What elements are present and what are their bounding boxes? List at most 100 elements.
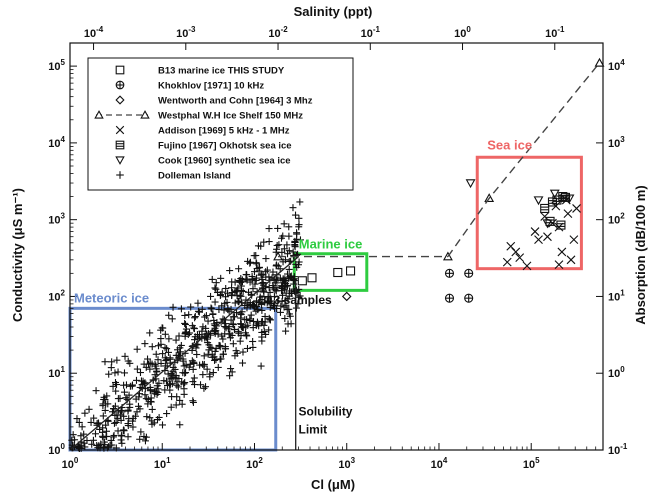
data-point (80, 439, 88, 447)
data-point (116, 411, 124, 419)
data-point (176, 396, 184, 404)
legend-item: Dolleman Island (116, 171, 231, 182)
data-point (283, 241, 291, 249)
data-point (110, 419, 118, 427)
data-point (113, 356, 121, 364)
data-point (116, 394, 124, 402)
x-tick-label: 102 (246, 456, 263, 471)
data-point (103, 392, 111, 400)
data-point (283, 282, 291, 290)
data-point (265, 326, 273, 334)
x-tick-label: 104 (431, 456, 448, 471)
data-point (515, 253, 525, 263)
data-point (112, 387, 120, 395)
data-point (189, 398, 197, 406)
data-point (286, 273, 294, 281)
data-point (111, 369, 119, 377)
data-point (120, 369, 128, 377)
data-point (554, 260, 564, 269)
data-point (230, 325, 238, 333)
right-tick-label: 103 (608, 135, 625, 150)
data-point (270, 293, 278, 301)
data-point (159, 421, 167, 429)
data-point (297, 276, 307, 286)
sea-ice-box (475, 155, 583, 271)
data-point (175, 332, 183, 340)
data-point (151, 387, 159, 395)
data-point (173, 356, 181, 364)
legend-marker (94, 110, 104, 119)
data-point (226, 372, 234, 380)
data-point (203, 365, 211, 373)
data-point (250, 304, 258, 312)
data-point (71, 436, 79, 444)
data-point (198, 305, 206, 313)
data-point (294, 261, 302, 269)
data-point (146, 365, 154, 373)
data-point (75, 442, 83, 450)
y-tick-label: 101 (48, 365, 65, 380)
legend-label: Westphal W.H Ice Shelf 150 MHz (158, 111, 303, 122)
x-axis-title: Cl (μM) (311, 477, 355, 492)
data-point (236, 337, 244, 345)
reference-line-4 (447, 62, 601, 258)
data-point (191, 381, 199, 389)
data-point (249, 343, 257, 351)
data-point (229, 321, 237, 329)
y-tick-label: 104 (48, 135, 65, 150)
data-point (272, 261, 280, 269)
data-point (122, 381, 130, 389)
data-point (564, 194, 575, 204)
data-point (226, 330, 234, 338)
data-point (200, 362, 208, 370)
data-point (239, 359, 247, 367)
data-point (287, 272, 295, 280)
data-point (296, 236, 304, 244)
data-point (293, 235, 301, 243)
data-point (262, 255, 270, 263)
data-point (191, 313, 199, 321)
data-point (280, 220, 288, 228)
data-point (126, 403, 134, 411)
data-point (188, 346, 196, 354)
legend-item: Addison [1969] 5 kHz - 1 MHz (115, 126, 290, 137)
legend-item: B13 marine ice THIS STUDY (115, 66, 285, 77)
data-point (189, 378, 197, 386)
data-point (117, 432, 125, 440)
data-point (125, 391, 133, 399)
data-point (107, 364, 115, 372)
data-point (131, 412, 139, 420)
data-point (540, 212, 550, 221)
legend-item: Cook [1960] synthetic sea ice (115, 156, 291, 167)
data-point (90, 414, 98, 422)
data-point (222, 284, 230, 292)
data-point (152, 350, 160, 358)
data-point (202, 383, 210, 391)
data-point (153, 382, 161, 390)
legend-marker (115, 95, 125, 105)
legend-label: Wentworth and Cohn [1964] 3 Mhz (158, 96, 313, 107)
right-tick-label: 101 (608, 288, 625, 303)
data-point (200, 352, 208, 360)
data-point (196, 361, 204, 369)
data-point (146, 329, 154, 337)
data-point (144, 355, 152, 363)
data-point (554, 222, 564, 232)
data-point (273, 241, 281, 249)
data-point (120, 412, 128, 420)
y-axis-title: Conductivity (μS m⁻¹) (10, 188, 25, 322)
data-point (73, 415, 81, 423)
data-point (182, 369, 190, 377)
right-tick-label: 10-1 (608, 442, 628, 457)
data-point (229, 340, 237, 348)
data-point (161, 330, 169, 338)
data-point (293, 288, 301, 296)
data-point (136, 435, 144, 443)
legend-label: Dolleman Island (158, 171, 231, 182)
data-point (189, 365, 197, 373)
data-point (191, 336, 199, 344)
data-point (114, 427, 122, 435)
data-point (282, 256, 290, 264)
data-point (160, 377, 168, 385)
data-point (556, 220, 566, 230)
